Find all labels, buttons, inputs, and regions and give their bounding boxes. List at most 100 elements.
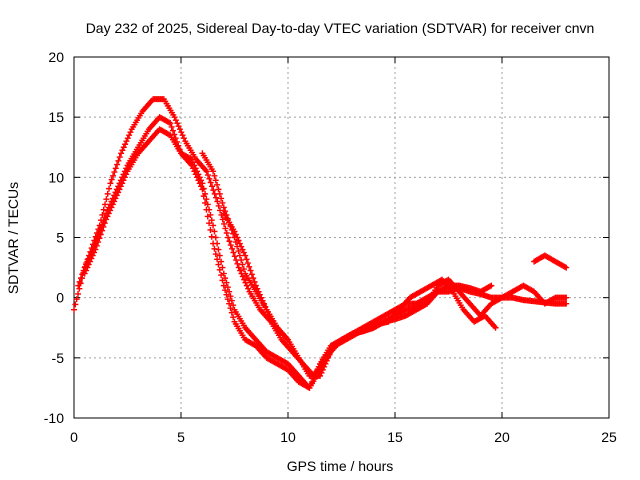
data-point (215, 202, 222, 209)
data-point (95, 239, 102, 246)
data-point (115, 157, 122, 164)
data-point (259, 297, 266, 304)
data-point (234, 260, 241, 267)
data-point (210, 240, 217, 247)
data-point (233, 257, 240, 264)
data-point (240, 249, 247, 256)
data-point (258, 294, 265, 301)
x-axis-label: GPS time / hours (287, 458, 394, 474)
y-tick-label: 10 (48, 169, 64, 185)
series-track-6 (531, 252, 570, 271)
data-point (242, 252, 249, 259)
data-point (212, 234, 219, 241)
data-point (212, 177, 219, 184)
data-point (120, 144, 127, 151)
data-point (211, 228, 218, 235)
data-point (81, 263, 88, 270)
data-point (223, 291, 230, 298)
data-point (92, 233, 99, 240)
data-point (80, 267, 87, 274)
x-tick-label: 5 (177, 429, 185, 445)
data-point (104, 213, 111, 220)
data-point (213, 194, 220, 201)
data-point (206, 175, 213, 182)
x-axis-ticks: 0 5 10 15 20 25 (70, 57, 617, 445)
data-point (242, 279, 249, 286)
data-point (243, 256, 250, 263)
data-point (236, 240, 243, 247)
data-point (216, 252, 223, 259)
data-point (216, 266, 223, 273)
data-point (321, 363, 328, 370)
data-point (211, 190, 218, 197)
data-point (219, 277, 226, 284)
data-point (76, 278, 83, 285)
data-point (83, 260, 90, 267)
data-point (102, 201, 109, 208)
data-point (93, 242, 100, 249)
data-point (215, 261, 222, 268)
data-point (262, 303, 269, 310)
data-point (235, 237, 242, 244)
data-point (251, 278, 258, 285)
data-point (309, 378, 316, 385)
data-point (245, 285, 252, 292)
data-point (209, 183, 216, 190)
data-point (192, 171, 199, 178)
data-point (88, 245, 95, 252)
data-point (175, 123, 182, 130)
y-tick-label: 0 (56, 290, 64, 306)
data-point (207, 179, 214, 186)
x-tick-label: 10 (280, 429, 296, 445)
data-point (239, 261, 246, 268)
data-point (235, 248, 242, 255)
data-point (307, 381, 314, 388)
data-point (107, 180, 114, 187)
data-point (226, 238, 233, 245)
data-point (92, 246, 99, 253)
data-point (234, 234, 241, 241)
data-point (227, 242, 234, 249)
data-point (127, 129, 134, 136)
data-point (112, 165, 119, 172)
data-point (492, 324, 499, 331)
data-point (104, 190, 111, 197)
data-point (563, 264, 570, 271)
y-tick-label: -10 (44, 410, 64, 426)
data-point (203, 196, 210, 203)
data-point (254, 285, 261, 292)
data-point (247, 267, 254, 274)
data-point (230, 314, 237, 321)
data-point (101, 220, 108, 227)
data-point (110, 172, 117, 179)
data-point (106, 185, 113, 192)
data-point (205, 172, 212, 179)
data-point (116, 154, 123, 161)
data-point (224, 296, 231, 303)
grid-lines (74, 57, 609, 418)
data-point (223, 279, 230, 286)
data-point (126, 132, 133, 139)
data-point (103, 196, 110, 203)
data-point (191, 168, 198, 175)
data-point (199, 186, 206, 193)
data-point (188, 162, 195, 169)
data-point (214, 181, 221, 188)
data-point (84, 256, 91, 263)
data-point (211, 172, 218, 179)
data-point (114, 161, 121, 168)
data-point (100, 206, 107, 213)
y-tick-label: 15 (48, 109, 64, 125)
data-point (318, 369, 325, 376)
data-series (71, 96, 570, 391)
data-point (75, 282, 82, 289)
x-tick-label: 0 (70, 429, 78, 445)
data-point (91, 237, 98, 244)
data-point (227, 305, 234, 312)
data-point (210, 222, 217, 229)
data-point (200, 193, 207, 200)
data-point (238, 243, 245, 250)
data-point (231, 228, 238, 235)
data-point (88, 255, 95, 262)
